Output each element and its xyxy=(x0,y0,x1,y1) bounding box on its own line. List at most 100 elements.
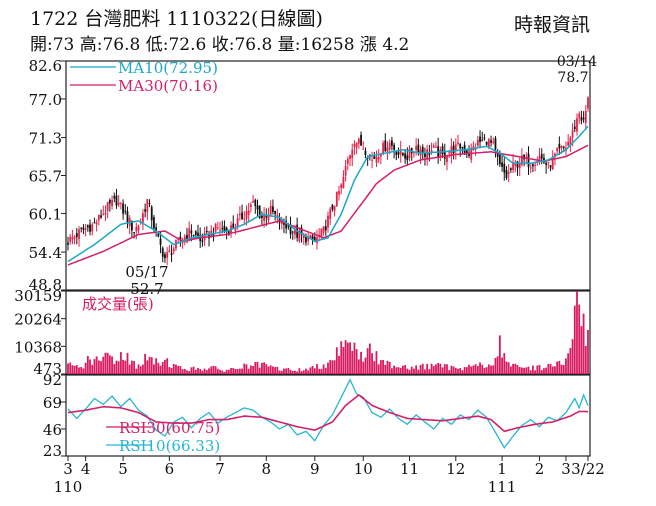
price-frame xyxy=(65,60,591,291)
volume-bar xyxy=(212,365,215,374)
volume-bar xyxy=(144,353,147,374)
candle-body xyxy=(93,222,96,224)
volume-bar xyxy=(256,361,259,374)
candle-body xyxy=(124,210,127,212)
candle-body xyxy=(329,208,332,220)
candle-body xyxy=(503,163,506,173)
volume-bar xyxy=(148,356,151,374)
volume-bar xyxy=(188,371,191,374)
volume-bar xyxy=(536,365,539,374)
volume-bar xyxy=(388,361,391,374)
x-year-label: 110 xyxy=(54,478,83,496)
volume-bar xyxy=(492,365,495,374)
candle-body xyxy=(113,196,116,199)
volume-bar xyxy=(547,363,550,374)
candle-body xyxy=(71,237,74,240)
candle-body xyxy=(474,148,477,150)
volume-bar xyxy=(197,368,199,374)
candle-body xyxy=(249,204,252,207)
volume-bar xyxy=(203,368,206,374)
volume-y-tick-label: 473 xyxy=(33,360,62,378)
candle-body xyxy=(192,234,195,236)
candle-body xyxy=(133,232,136,234)
candle-body xyxy=(362,148,365,150)
candle-body xyxy=(463,145,466,153)
low-annotation-value: 52.7 xyxy=(130,280,163,298)
ma10-line xyxy=(67,125,589,263)
candle-body xyxy=(518,163,521,169)
volume-bar xyxy=(432,366,435,374)
volume-bar xyxy=(428,369,431,374)
volume-bar xyxy=(225,369,228,374)
candle-body xyxy=(481,139,484,141)
candle-body xyxy=(272,206,274,212)
candle-body xyxy=(294,228,296,235)
volume-bar xyxy=(331,360,334,374)
volume-bar xyxy=(175,364,177,374)
volume-bar xyxy=(232,367,235,374)
volume-bar xyxy=(402,365,404,374)
candle-body xyxy=(571,130,574,138)
candle-body xyxy=(424,152,426,157)
volume-bar xyxy=(274,367,277,374)
candle-body xyxy=(102,213,105,215)
volume-bar xyxy=(406,368,409,374)
candle-body xyxy=(194,231,197,235)
candle-body xyxy=(587,97,589,109)
candle-body xyxy=(584,111,587,123)
candle-body xyxy=(150,207,153,221)
volume-bar xyxy=(397,367,400,374)
candle-body xyxy=(357,138,360,144)
candle-body xyxy=(532,164,534,167)
volume-bar xyxy=(181,369,184,374)
volume-bar xyxy=(496,356,499,374)
volume-bar xyxy=(518,367,521,374)
volume-bar xyxy=(157,362,160,374)
volume-bar xyxy=(294,370,296,374)
candle-body xyxy=(97,214,100,221)
volume-bar xyxy=(113,363,116,374)
candle-body xyxy=(197,232,199,238)
low-annotation-date: 05/17 xyxy=(125,263,168,281)
candle-body xyxy=(505,170,508,178)
volume-bar xyxy=(571,339,574,374)
candle-body xyxy=(547,161,550,163)
volume-bar xyxy=(130,360,133,374)
volume-bar xyxy=(117,361,120,374)
volume-bar xyxy=(276,366,279,374)
volume-bar xyxy=(67,363,69,374)
candle-body xyxy=(179,236,182,241)
price-panel: 82.6 77.0 71.3 65.7 60.1 54.4 48.8 MA10(72.95)M… xyxy=(29,54,598,298)
volume-bar xyxy=(461,370,464,374)
candle-body xyxy=(327,215,329,228)
candle-body xyxy=(340,184,343,189)
volume-bar xyxy=(375,351,378,374)
chart-title: 1722 台灣肥料 1110322(日線圖) xyxy=(30,8,323,30)
volume-bar xyxy=(316,364,318,374)
candle-body xyxy=(322,226,325,233)
candle-body xyxy=(245,211,248,219)
volume-bar xyxy=(223,371,226,374)
volume-bar xyxy=(454,367,457,374)
candle-body xyxy=(576,118,578,132)
volume-bar xyxy=(208,368,210,374)
candle-body xyxy=(428,152,431,155)
candle-body xyxy=(529,167,532,169)
candle-body xyxy=(73,236,76,239)
candle-body xyxy=(168,250,171,253)
volume-bar xyxy=(514,363,517,374)
candle-body xyxy=(227,231,230,235)
panel-frames xyxy=(65,60,591,457)
volume-bar xyxy=(490,365,492,374)
candle-body xyxy=(333,206,336,212)
candle-body xyxy=(483,137,486,139)
volume-bar xyxy=(102,356,105,374)
candle-body xyxy=(399,149,402,155)
candle-body xyxy=(408,148,411,159)
volume-title: 成交量(張) xyxy=(82,295,154,313)
candle-body xyxy=(393,144,396,150)
candle-body xyxy=(514,162,517,166)
candle-body xyxy=(263,214,266,221)
candle-body xyxy=(569,137,572,146)
